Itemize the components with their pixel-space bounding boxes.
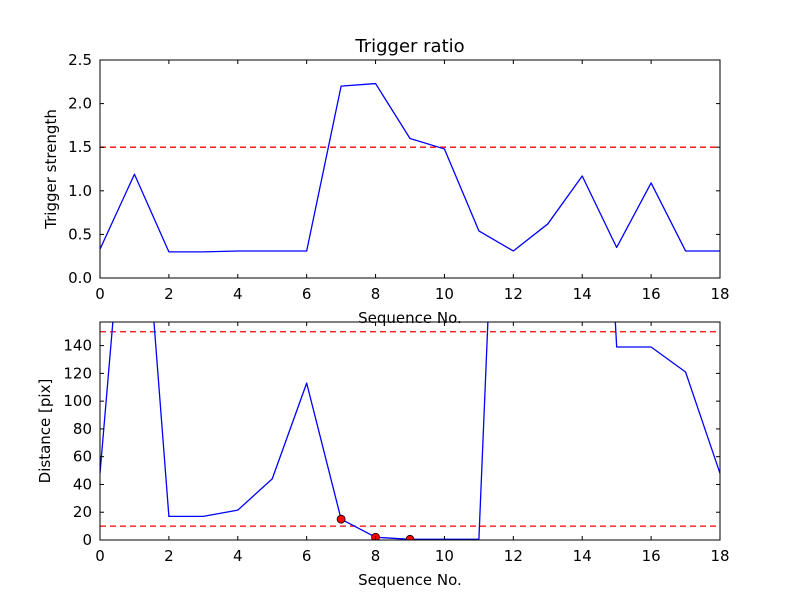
distance-chart: 0 2 4 6 8 10 12 14 16 18 0 20 40 60 80 100 120 140 Sequen… (36, 321, 730, 589)
y-tick-label: 60 (73, 448, 92, 466)
plot-area (100, 82, 720, 253)
x-tick-label: 6 (302, 547, 312, 565)
x-tick-label: 16 (642, 285, 661, 303)
x-axis-label: Sequence No. (358, 309, 462, 327)
y-tick-label: 20 (73, 503, 92, 521)
y-tick-label: 0.5 (68, 225, 92, 243)
x-tick-label: 14 (573, 547, 592, 565)
y-tick-label: 80 (73, 420, 92, 438)
y-tick-label: 0 (82, 531, 92, 549)
data-point-marker (405, 534, 415, 540)
y-tick-label: 120 (63, 364, 92, 382)
y-axis-label: Trigger strength (42, 109, 60, 230)
x-tick-label: 16 (642, 547, 661, 565)
y-tick-label: 140 (63, 337, 92, 355)
x-tick-label: 8 (371, 547, 381, 565)
trigger-ratio-chart: Trigger ratio 0 2 4 6 8 10 12 14 16 18 0.0 0.5 1.0 1.… (42, 36, 730, 327)
x-tick-label: 12 (504, 285, 523, 303)
x-tick-label: 18 (710, 285, 729, 303)
y-tick-label: 2.5 (68, 51, 92, 69)
axes-frame (99, 59, 721, 279)
x-tick-label: 0 (95, 285, 105, 303)
y-tick-label: 1.0 (68, 182, 92, 200)
x-tick-label: 4 (233, 547, 243, 565)
x-tick-label: 4 (233, 285, 243, 303)
chart-title: Trigger ratio (354, 36, 464, 57)
x-tick-label: 6 (302, 285, 312, 303)
x-tick-label: 0 (95, 547, 105, 565)
x-tick-label: 18 (710, 547, 729, 565)
y-tick-label: 2.0 (68, 95, 92, 113)
x-tick-label: 14 (573, 285, 592, 303)
x-tick-label: 10 (435, 547, 454, 565)
x-tick-label: 12 (504, 547, 523, 565)
data-point-marker (336, 514, 346, 524)
x-tick-label: 10 (435, 285, 454, 303)
x-tick-label: 2 (164, 285, 174, 303)
series-line (100, 82, 720, 253)
ticks: 0 2 4 6 8 10 12 14 16 18 0.0 0.5 1.0 1.5 2.0 2.5 (68, 51, 729, 303)
y-axis-label: Distance [pix] (36, 379, 54, 484)
y-tick-label: 100 (63, 392, 92, 410)
axes-frame (99, 321, 721, 541)
ticks: 0 2 4 6 8 10 12 14 16 18 0 20 40 60 80 100 120 140 (63, 322, 730, 565)
y-tick-label: 1.5 (68, 138, 92, 156)
y-tick-label: 0.0 (68, 269, 92, 287)
x-axis-label: Sequence No. (358, 571, 462, 589)
x-tick-label: 8 (371, 285, 381, 303)
x-tick-label: 2 (164, 547, 174, 565)
plot-area (100, 322, 720, 540)
y-tick-label: 40 (73, 475, 92, 493)
